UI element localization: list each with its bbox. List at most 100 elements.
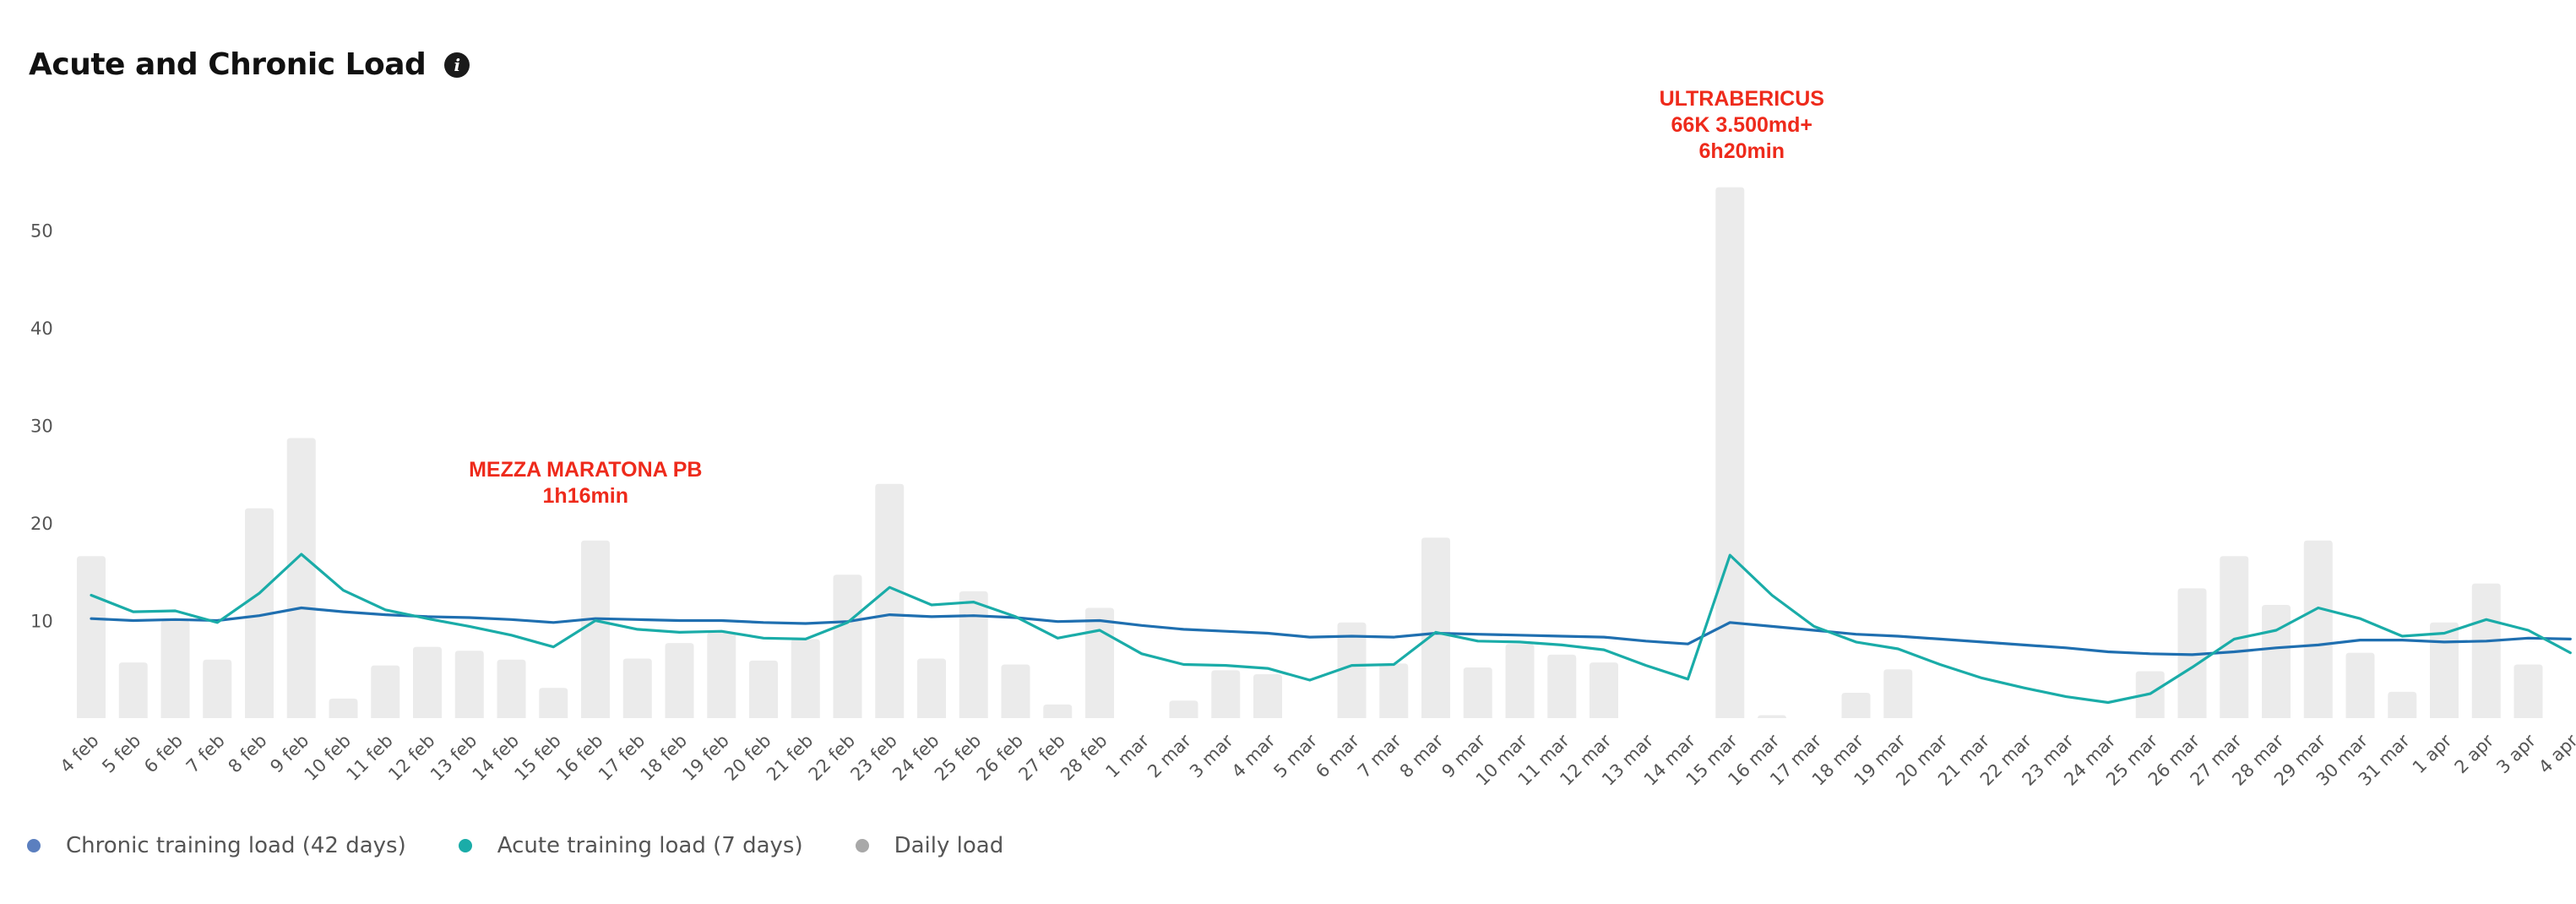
x-tick-label: 19 feb	[678, 731, 732, 785]
x-tick-label: 20 feb	[720, 731, 774, 785]
page-title: Acute and Chronic Load	[29, 47, 427, 82]
x-tick-label: 6 feb	[140, 731, 187, 777]
line-chronic-load	[90, 606, 2572, 656]
legend-marker	[27, 839, 41, 852]
bar-daily-load	[2430, 622, 2459, 718]
bar-daily-load	[203, 659, 232, 718]
x-tick-label: 27 feb	[1014, 731, 1068, 785]
bar-daily-load	[1085, 607, 1114, 718]
bar-daily-load	[1253, 674, 1282, 718]
x-tick-label: 2 apr	[2451, 730, 2498, 777]
x-tick-label: 4 mar	[1228, 730, 1280, 781]
y-tick-label: 30	[30, 417, 53, 437]
bar-daily-load	[2303, 540, 2333, 718]
x-tick-label: 26 feb	[973, 731, 1027, 785]
bar-daily-load	[1169, 700, 1198, 718]
bar-daily-load	[1211, 670, 1241, 718]
x-tick-label: 16 feb	[552, 731, 606, 785]
bar-daily-load	[1841, 692, 1871, 718]
bar-daily-load	[454, 651, 484, 718]
x-tick-label: 5 feb	[98, 731, 144, 777]
x-tick-label: 3 apr	[2492, 730, 2540, 777]
bar-daily-load	[1758, 715, 1786, 719]
bar-daily-load	[2262, 605, 2291, 718]
bar-daily-load	[959, 591, 988, 718]
bar-daily-load	[875, 483, 905, 718]
legend-marker	[855, 839, 869, 852]
bar-daily-load	[1379, 663, 1409, 718]
x-tick-label: 6 mar	[1312, 730, 1363, 781]
legend-label: Acute training load (7 days)	[497, 833, 803, 858]
x-tick-label: 25 feb	[931, 731, 985, 785]
legend-item-acute[interactable]: Acute training load (7 days)	[458, 833, 803, 858]
legend-label: Chronic training load (42 days)	[66, 833, 406, 858]
bar-daily-load	[581, 540, 610, 718]
bar-daily-load	[791, 639, 820, 718]
x-tick-label: 7 feb	[182, 731, 229, 777]
bar-daily-load	[413, 646, 442, 718]
legend-item-daily[interactable]: Daily load	[855, 833, 1004, 858]
bar-daily-load	[917, 658, 946, 718]
legend-label: Daily load	[894, 833, 1004, 858]
x-tick-label: 8 mar	[1396, 730, 1448, 781]
bar-daily-load	[2388, 691, 2417, 718]
x-tick-label: 14 feb	[469, 731, 523, 785]
x-tick-label: 3 mar	[1186, 730, 1237, 781]
bar-daily-load	[371, 665, 400, 718]
annotation-line: 6h20min	[1699, 139, 1785, 163]
bar-daily-load	[1590, 662, 1618, 718]
legend-item-chronic[interactable]: Chronic training load (42 days)	[27, 833, 406, 858]
bar-daily-load	[1463, 667, 1492, 718]
x-tick-label: 12 feb	[384, 731, 438, 785]
x-tick-label: 11 feb	[342, 731, 396, 785]
bar-daily-load	[160, 620, 190, 718]
bar-daily-load	[1715, 187, 1745, 718]
y-tick-label: 20	[30, 514, 53, 534]
x-tick-label: 15 feb	[510, 731, 564, 785]
bar-daily-load	[749, 660, 778, 718]
chart-header: Acute and Chronic Load i	[29, 47, 470, 82]
bar-daily-load	[2177, 588, 2207, 718]
x-tick-label: 1 apr	[2409, 730, 2456, 777]
x-tick-label: 10 feb	[301, 731, 355, 785]
annotation-line: MEZZA MARATONA PB	[469, 458, 702, 482]
legend-marker	[458, 839, 472, 852]
x-tick-label: 21 feb	[763, 731, 817, 785]
x-tick-label: 22 feb	[805, 731, 859, 785]
bar-daily-load	[1043, 704, 1073, 718]
info-icon[interactable]: i	[444, 52, 470, 78]
bar-daily-load	[1421, 537, 1450, 718]
bar-daily-load	[2471, 583, 2501, 718]
bar-daily-load	[1547, 654, 1577, 718]
bar-daily-load	[707, 632, 736, 718]
bar-daily-load	[833, 575, 862, 718]
bar-daily-load	[622, 658, 652, 718]
x-tick-label: 2 mar	[1144, 730, 1195, 781]
bar-daily-load	[1337, 622, 1367, 718]
bar-daily-load	[118, 662, 148, 718]
bar-daily-load	[245, 508, 274, 718]
annotation-line: ULTRABERICUS	[1660, 87, 1824, 111]
bar-daily-load	[665, 643, 694, 718]
x-tick-label: 28 feb	[1057, 731, 1111, 785]
x-tick-label: 4 apr	[2535, 730, 2576, 777]
bar-daily-load	[2220, 556, 2249, 718]
bar-daily-load	[329, 698, 358, 718]
y-tick-label: 40	[30, 319, 53, 339]
x-tick-label: 8 feb	[225, 731, 271, 777]
x-tick-label: 7 mar	[1354, 730, 1405, 781]
bar-daily-load	[77, 556, 106, 718]
bar-daily-load	[1505, 644, 1535, 718]
legend: Chronic training load (42 days) Acute tr…	[27, 833, 1056, 858]
bar-daily-load	[1883, 669, 1913, 718]
bar-daily-load	[286, 438, 316, 718]
annotation-line: 66K 3.500md+	[1671, 113, 1812, 137]
bar-daily-load	[2345, 652, 2375, 718]
x-tick-label: 13 feb	[427, 731, 481, 785]
x-tick-label: 4 feb	[57, 731, 103, 777]
x-tick-label: 5 mar	[1269, 730, 1321, 781]
x-tick-label: 1 mar	[1101, 730, 1153, 781]
